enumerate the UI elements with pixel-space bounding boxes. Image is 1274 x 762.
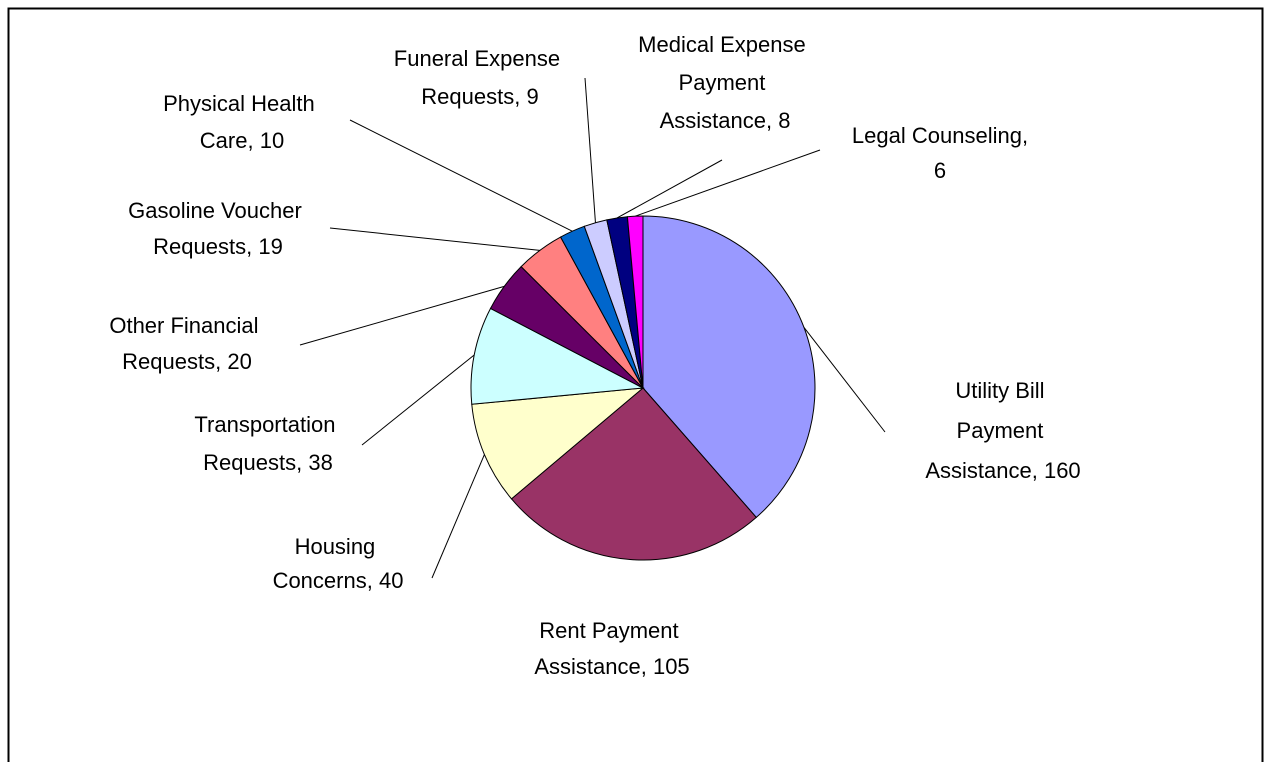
label-line: Legal Counseling [852,123,1022,148]
slice-label-category: Funeral Expense Requests [394,46,566,109]
label-line: Medical Expense [638,32,812,57]
slice-label: Other Financial Requests, 20 [109,313,264,374]
slice-label: Funeral Expense Requests, 9 [394,46,566,109]
slice-label-value: 105 [653,654,690,679]
leader-line [803,327,886,433]
pie-slice [642,215,816,519]
leader-line [299,285,505,346]
slice-label-value: 38 [308,450,332,475]
slice-label: Medical Expense Payment Assistance, 8 [638,32,812,133]
leader-line [616,159,723,219]
slice-label: Utility Bill Payment Assistance, 160 [925,378,1080,483]
label-separator: , [514,84,526,109]
pie-slice [471,387,645,500]
leader-line [361,354,475,446]
slice-label-category: Legal Counseling [852,123,1022,148]
label-separator: , [215,349,227,374]
label-line: Payment [679,70,772,95]
leader-line [431,454,485,579]
label-line: Assistance [534,654,640,679]
label-line: Other Financial [109,313,264,338]
slice-label-value: 40 [379,568,403,593]
slice-label-category: Physical Health Care [163,91,321,153]
label-line: Payment [957,418,1050,443]
slice-label-category: Other Financial Requests [109,313,264,374]
label-line: Utility Bill [955,378,1050,403]
label-separator: , [367,568,379,593]
slice-label-category: Transportation Requests [194,412,341,475]
label-separator: , [1022,123,1028,148]
label-line: Physical Health [163,91,321,116]
label-separator: , [766,108,778,133]
leader-line [635,149,821,217]
label-line: Requests [203,450,296,475]
label-line: Transportation [194,412,341,437]
slice-label: Legal Counseling, 6 [852,123,1028,183]
slice-label: Gasoline Voucher Requests, 19 [128,198,308,259]
chart-frame [7,7,1264,762]
label-separator: , [641,654,653,679]
label-line: Housing [295,534,382,559]
slice-label: Transportation Requests, 38 [194,412,341,475]
label-line: Concerns [273,568,367,593]
slice-label-value: 9 [526,84,538,109]
label-line: Funeral Expense [394,46,566,71]
slice-label-value: 160 [1044,458,1081,483]
label-separator: , [246,234,258,259]
label-line: Requests [122,349,215,374]
label-line: Assistance [925,458,1031,483]
pie-slice [510,387,758,561]
label-line: Care [200,128,248,153]
slice-label-value: 8 [778,108,790,133]
slice-label: Rent Payment Assistance, 105 [534,618,689,679]
label-separator: , [247,128,259,153]
label-line: Requests [421,84,514,109]
label-line: Rent Payment [539,618,685,643]
slice-label: Housing Concerns, 40 [273,534,404,593]
leader-line [349,119,573,232]
leader-line [584,77,596,223]
label-separator: , [296,450,308,475]
slice-label: Physical Health Care, 10 [163,91,321,153]
label-line: Gasoline Voucher [128,198,308,223]
slice-label-category: Rent Payment Assistance [534,618,684,679]
slice-label-value: 19 [258,234,282,259]
leader-line [329,227,540,251]
slice-label-category: Utility Bill Payment Assistance [925,378,1050,483]
slice-label-value: 10 [260,128,284,153]
pie-slice [470,307,645,405]
label-line: Requests [153,234,246,259]
slice-label-category: Housing Concerns [273,534,382,593]
label-separator: , [1032,458,1044,483]
slice-label-category: Gasoline Voucher Requests [128,198,308,259]
slice-label-category: Medical Expense Payment Assistance [638,32,812,133]
label-line: Assistance [660,108,766,133]
slice-label-value: 20 [227,349,251,374]
slice-label-value: 6 [934,158,946,183]
